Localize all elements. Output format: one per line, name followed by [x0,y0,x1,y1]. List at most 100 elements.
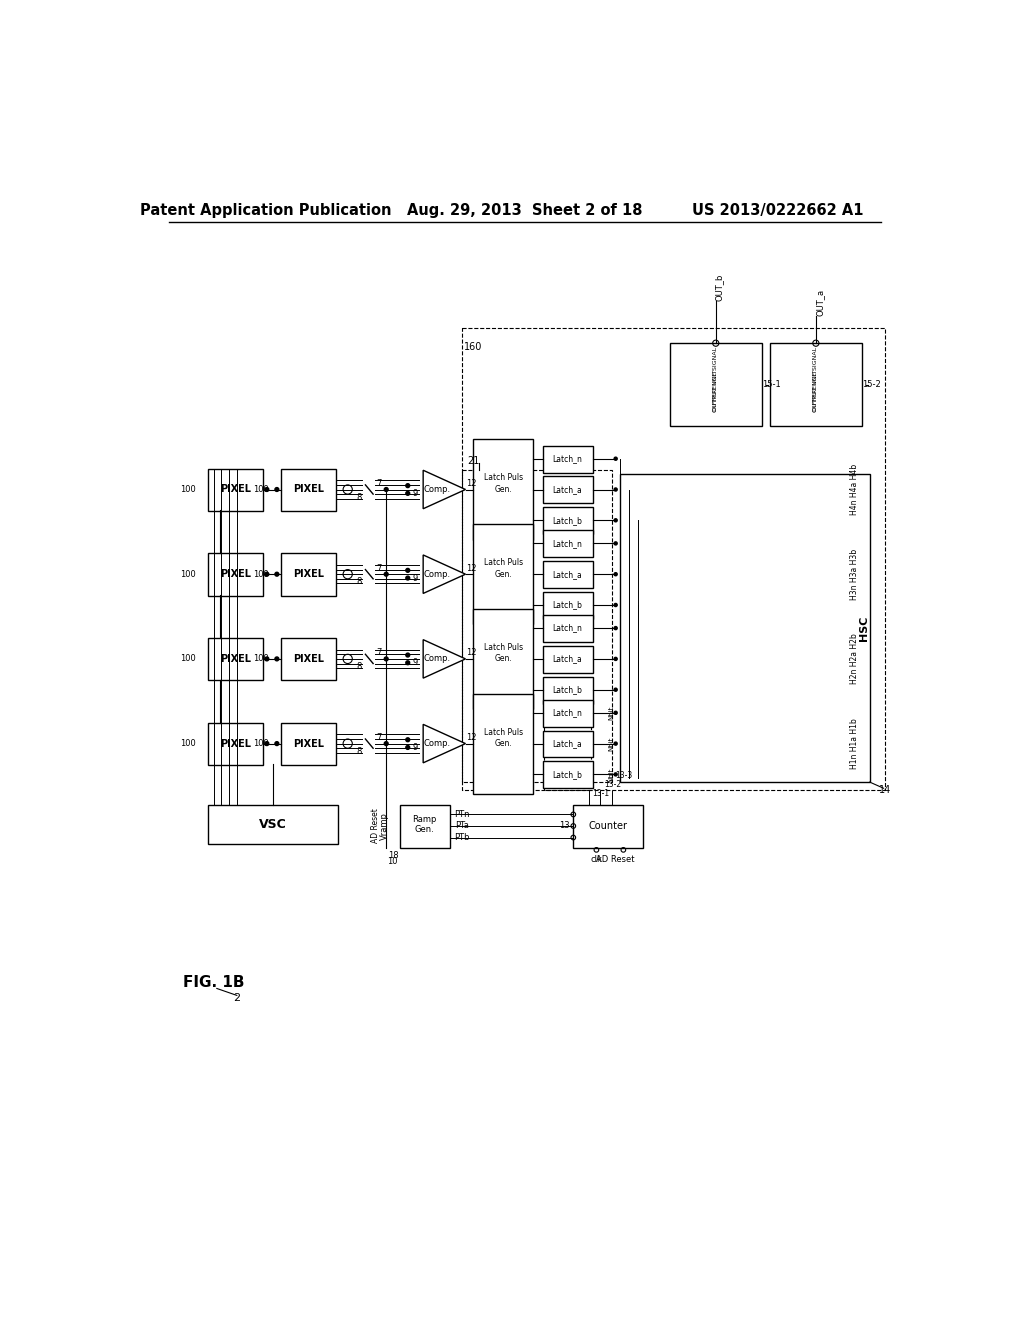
Text: AD Reset: AD Reset [596,854,635,863]
Bar [543,561,593,589]
Text: Latch_b: Latch_b [552,516,582,525]
Text: 9: 9 [413,743,418,752]
Text: OUTPUT UNIT: OUTPUT UNIT [813,370,818,412]
Text: H2n H2a H2b: H2n H2a H2b [850,634,859,684]
Bar [543,762,593,788]
Text: 7: 7 [376,564,381,573]
Circle shape [384,573,388,576]
Text: Latch Puls: Latch Puls [483,727,523,737]
Text: 12: 12 [466,564,477,573]
Text: Patent Application Publication: Patent Application Publication [139,203,391,218]
Polygon shape [423,725,466,763]
Text: HSC: HSC [858,615,868,640]
Text: PIXEL: PIXEL [293,569,324,579]
Bar [543,446,593,473]
Bar [281,553,336,595]
Text: Comp.: Comp. [424,739,451,748]
Bar [208,553,263,595]
Polygon shape [423,554,466,594]
Text: PIXEL: PIXEL [293,653,324,664]
Bar [573,805,643,847]
Text: PIXEL: PIXEL [293,739,324,748]
Circle shape [274,487,279,491]
Text: Latch_n: Latch_n [552,623,582,632]
Circle shape [406,661,410,665]
Circle shape [265,742,268,746]
Circle shape [614,488,617,491]
Text: Vramp: Vramp [380,812,389,840]
Polygon shape [423,470,466,508]
Text: VSC: VSC [259,818,287,832]
Text: 100: 100 [180,655,196,664]
Text: 7: 7 [376,733,381,742]
Bar [473,693,534,793]
Bar [543,591,593,619]
Text: Nbit: Nbit [609,767,614,781]
Circle shape [274,657,279,661]
Bar [400,805,451,847]
Text: Latch_b: Latch_b [552,601,582,610]
Text: Latch_a: Latch_a [552,484,582,494]
Bar [281,469,336,511]
Bar [543,531,593,557]
Text: 9: 9 [413,659,418,667]
Text: Latch_a: Latch_a [552,739,582,748]
Bar [473,524,534,624]
Text: PTb: PTb [454,833,469,842]
Text: Latch_b: Latch_b [552,685,582,694]
Text: PIXEL: PIXEL [220,569,251,579]
Text: Gen.: Gen. [495,739,512,748]
Text: 7: 7 [376,479,381,488]
Text: Gen.: Gen. [495,570,512,578]
Text: US 2013/0222662 A1: US 2013/0222662 A1 [691,203,863,218]
Text: DIFFERENCE SIGNAL: DIFFERENCE SIGNAL [813,347,818,411]
Text: H4n H4a H4b: H4n H4a H4b [850,463,859,515]
Text: 13: 13 [559,821,569,830]
Text: Latch_n: Latch_n [552,539,582,548]
Text: 100: 100 [253,739,269,748]
Text: clk: clk [591,854,602,863]
Circle shape [384,487,388,491]
Text: Gen.: Gen. [495,484,512,494]
Text: 100: 100 [180,739,196,748]
Bar [462,470,611,781]
Circle shape [406,653,410,657]
Circle shape [265,573,268,576]
Circle shape [265,657,268,661]
Text: PTn: PTn [454,810,469,818]
Text: Latch_a: Latch_a [552,570,582,578]
Bar [770,343,862,426]
Text: Latch_b: Latch_b [552,770,582,779]
Circle shape [614,519,617,521]
Text: 8: 8 [356,577,361,586]
Bar [543,677,593,704]
Circle shape [614,627,617,630]
Text: PIXEL: PIXEL [220,653,251,664]
Text: PIXEL: PIXEL [220,484,251,495]
Text: 18: 18 [388,851,399,859]
Text: 15-2: 15-2 [862,380,881,389]
Text: 100: 100 [180,570,196,578]
Circle shape [274,573,279,576]
Text: Ramp: Ramp [413,814,437,824]
Bar [670,343,762,426]
Text: 12: 12 [466,648,477,657]
Text: DIFFERENCE SIGNAL: DIFFERENCE SIGNAL [714,347,718,411]
Bar [208,469,263,511]
Text: AD Reset: AD Reset [371,809,380,843]
Text: OUTPUT UNIT: OUTPUT UNIT [714,370,718,412]
Text: Latch Puls: Latch Puls [483,643,523,652]
Bar [543,507,593,535]
Text: 8: 8 [356,663,361,671]
Text: Latch Puls: Latch Puls [483,474,523,482]
Text: OUT_b: OUT_b [715,273,724,301]
Polygon shape [423,640,466,678]
Text: Latch_a: Latch_a [552,655,582,664]
Text: 13-1: 13-1 [593,789,609,799]
Text: Nbit: Nbit [609,737,614,751]
Circle shape [614,774,617,776]
Bar [543,700,593,726]
Bar [473,440,534,540]
Text: Nbit: Nbit [609,706,614,719]
Text: Comp.: Comp. [424,484,451,494]
